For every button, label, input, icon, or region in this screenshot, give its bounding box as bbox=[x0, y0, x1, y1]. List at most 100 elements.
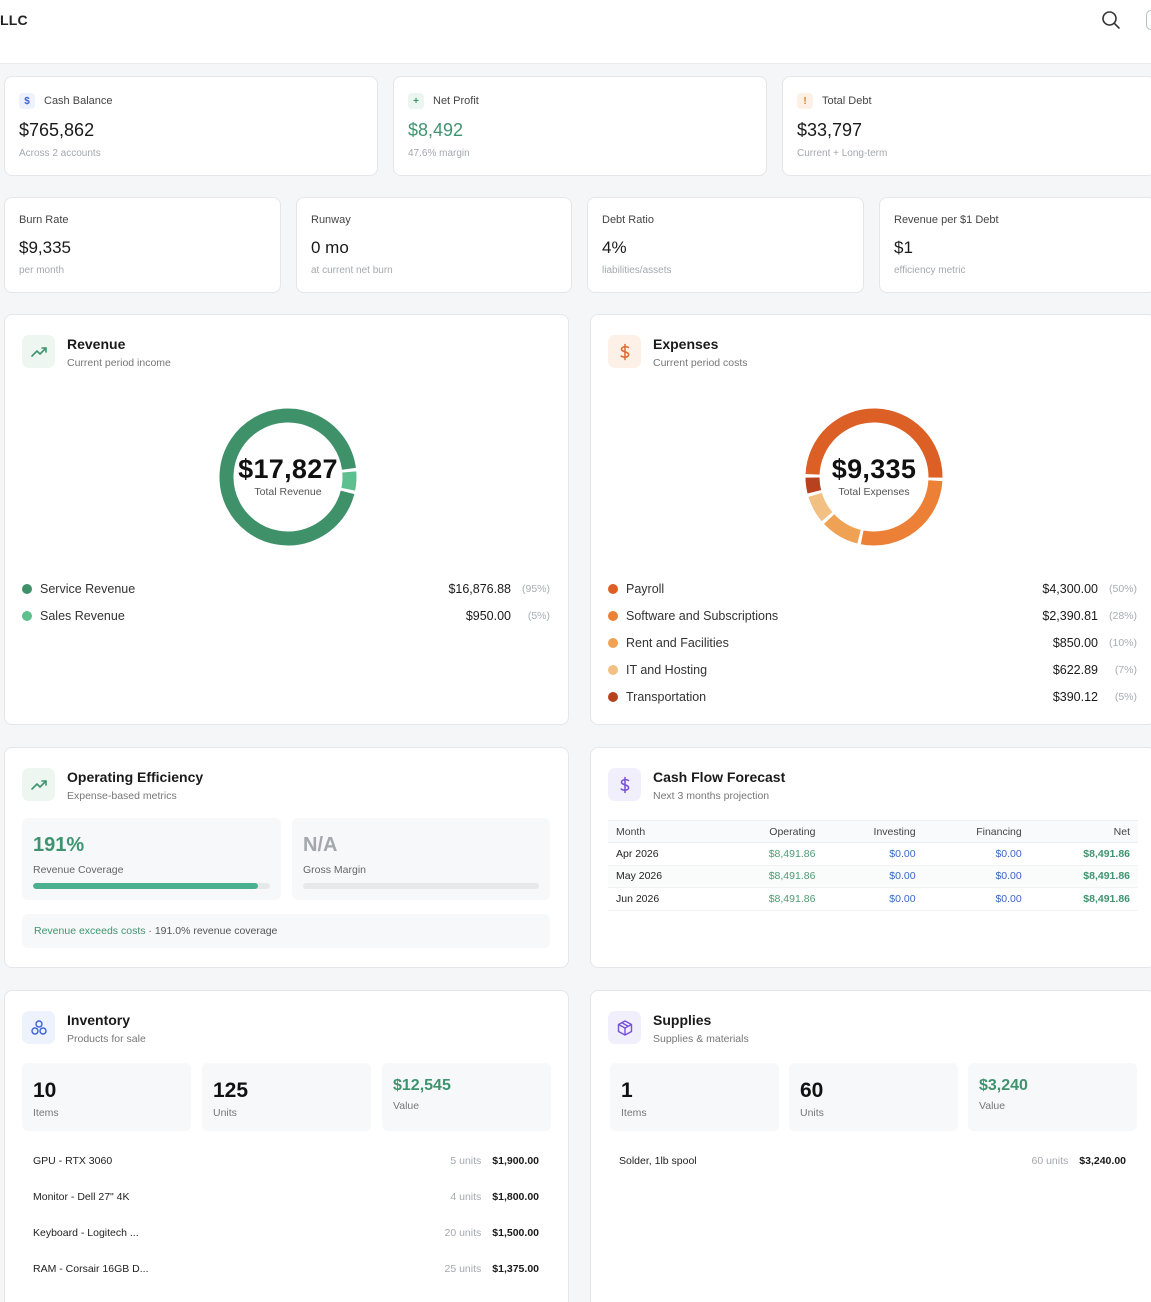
table-cell-net: $8,491.86 bbox=[1029, 887, 1138, 911]
metric-subtext: liabilities/assets bbox=[602, 265, 672, 276]
legend-amount: $16,876.88 bbox=[448, 582, 511, 596]
donut-total: $9,335 bbox=[831, 454, 917, 484]
section-subtitle: Current period income bbox=[67, 357, 171, 369]
search-icon[interactable] bbox=[1100, 9, 1122, 31]
legend-percent: (95%) bbox=[521, 583, 550, 595]
table-row: Apr 2026 $8,491.86 $0.00 $0.00 $8,491.86 bbox=[608, 842, 1138, 866]
item-units: 25 units bbox=[444, 1263, 482, 1275]
item-value: $3,240.00 bbox=[1079, 1155, 1126, 1167]
legend-amount: $390.12 bbox=[1052, 690, 1098, 704]
revenue-coverage-label: Revenue Coverage bbox=[33, 864, 124, 876]
package-icon bbox=[608, 1011, 641, 1044]
stat-value: 60 bbox=[800, 1079, 824, 1102]
stat-label: Units bbox=[213, 1107, 237, 1119]
table-cell-investing: $0.00 bbox=[823, 842, 924, 866]
legend-swatch bbox=[608, 692, 618, 702]
trending-up-icon bbox=[22, 768, 55, 801]
cash-flow-table: Month Operating Investing Financing Net … bbox=[608, 820, 1138, 911]
top-bar: LLC bbox=[0, 0, 1151, 64]
column-header: Net bbox=[1029, 820, 1138, 843]
section-title: Cash Flow Forecast bbox=[653, 769, 786, 785]
section-subtitle: Products for sale bbox=[67, 1033, 146, 1045]
table-row: Jun 2026 $8,491.86 $0.00 $0.00 $8,491.86 bbox=[608, 887, 1138, 911]
trending-up-icon bbox=[22, 335, 55, 368]
donut-slice bbox=[805, 477, 822, 494]
item-name: Keyboard - Logitech ... bbox=[33, 1227, 139, 1239]
expenses-donut: $9,335 Total Expenses bbox=[803, 406, 945, 548]
legend-swatch bbox=[608, 638, 618, 648]
column-header: Operating bbox=[715, 820, 824, 843]
metric-value: $1 bbox=[894, 238, 913, 257]
legend-swatch bbox=[608, 611, 618, 621]
list-item: GPU - RTX 3060 5 units $1,900.00 bbox=[33, 1153, 539, 1169]
alert-icon: ! bbox=[797, 93, 813, 109]
metric-label: Runway bbox=[311, 214, 351, 226]
table-cell-operating: $8,491.86 bbox=[715, 865, 824, 888]
inventory-card: Inventory Products for sale 10 Items 125… bbox=[4, 990, 569, 1302]
metric-label: Revenue per $1 Debt bbox=[894, 214, 999, 226]
legend-amount: $2,390.81 bbox=[1042, 609, 1098, 623]
revenue-coverage-box: 191% Revenue Coverage bbox=[22, 818, 281, 900]
item-value: $1,800.00 bbox=[492, 1191, 539, 1203]
legend-swatch bbox=[22, 611, 32, 621]
metric-value: 0 mo bbox=[311, 238, 349, 257]
legend-item: Software and Subscriptions $2,390.81 (28%) bbox=[608, 606, 1137, 626]
list-item: Keyboard - Logitech ... 20 units $1,500.00 bbox=[33, 1225, 539, 1241]
cash-flow-forecast-card: Cash Flow Forecast Next 3 months project… bbox=[590, 747, 1151, 968]
item-name: Monitor - Dell 27" 4K bbox=[33, 1191, 130, 1203]
table-cell-net: $8,491.86 bbox=[1029, 842, 1138, 866]
legend-percent: (5%) bbox=[527, 610, 550, 622]
legend-percent: (50%) bbox=[1108, 583, 1137, 595]
gross-margin-value: N/A bbox=[303, 834, 338, 856]
legend-percent: (7%) bbox=[1114, 664, 1137, 676]
stat-label: Value bbox=[393, 1100, 420, 1112]
metric-subtext: per month bbox=[19, 265, 65, 276]
table-row: May 2026 $8,491.86 $0.00 $0.00 $8,491.86 bbox=[608, 865, 1138, 888]
section-title: Expenses bbox=[653, 336, 719, 352]
item-value: $1,900.00 bbox=[492, 1155, 539, 1167]
plus-icon: + bbox=[408, 93, 424, 109]
inventory-value-stat: $12,545 Value bbox=[382, 1063, 551, 1131]
donut-slice bbox=[824, 514, 862, 544]
kpi-label: Total Debt bbox=[822, 95, 872, 107]
table-cell-financing: $0.00 bbox=[923, 887, 1030, 911]
legend-item: Sales Revenue $950.00 (5%) bbox=[22, 606, 550, 626]
donut-slice bbox=[219, 408, 356, 546]
stat-value: 125 bbox=[213, 1079, 249, 1102]
legend-name: Software and Subscriptions bbox=[626, 609, 779, 623]
stat-value: 10 bbox=[33, 1079, 57, 1102]
stat-label: Value bbox=[979, 1100, 1006, 1112]
inventory-items-stat: 10 Items bbox=[22, 1063, 191, 1131]
table-cell-net: $8,491.86 bbox=[1029, 865, 1138, 888]
item-name: GPU - RTX 3060 bbox=[33, 1155, 113, 1167]
item-name: Solder, 1lb spool bbox=[619, 1155, 697, 1167]
metric-subtext: efficiency metric bbox=[894, 265, 966, 276]
dollar-icon: $ bbox=[19, 93, 35, 109]
user-menu-icon[interactable] bbox=[1146, 10, 1151, 30]
section-subtitle: Current period costs bbox=[653, 357, 748, 369]
revenue-donut: $17,827 Total Revenue bbox=[217, 406, 359, 548]
efficiency-note-positive: Revenue exceeds costs bbox=[34, 925, 146, 937]
supplies-items-stat: 1 Items bbox=[610, 1063, 779, 1131]
gross-margin-box: N/A Gross Margin bbox=[292, 818, 550, 900]
legend-percent: (28%) bbox=[1108, 610, 1137, 622]
kpi-value: $33,797 bbox=[797, 120, 863, 140]
metric-label: Burn Rate bbox=[19, 214, 69, 226]
legend-name: Payroll bbox=[626, 582, 665, 596]
column-header: Month bbox=[608, 820, 716, 843]
metric-revenue-per-debt: Revenue per $1 Debt $1 efficiency metric bbox=[879, 197, 1151, 293]
column-header: Financing bbox=[923, 820, 1030, 843]
legend-swatch bbox=[608, 584, 618, 594]
metric-subtext: at current net burn bbox=[311, 265, 393, 276]
dollar-icon bbox=[608, 768, 641, 801]
legend-name: Rent and Facilities bbox=[626, 636, 729, 650]
legend-amount: $950.00 bbox=[465, 609, 511, 623]
revenue-coverage-fill bbox=[33, 883, 259, 889]
item-value: $1,500.00 bbox=[492, 1227, 539, 1239]
legend-swatch bbox=[608, 665, 618, 675]
item-name: RAM - Corsair 16GB D... bbox=[33, 1263, 149, 1275]
table-cell-operating: $8,491.86 bbox=[715, 887, 824, 911]
stat-value: 1 bbox=[621, 1079, 633, 1102]
table-cell-investing: $0.00 bbox=[823, 887, 924, 911]
donut-slice bbox=[805, 408, 943, 478]
